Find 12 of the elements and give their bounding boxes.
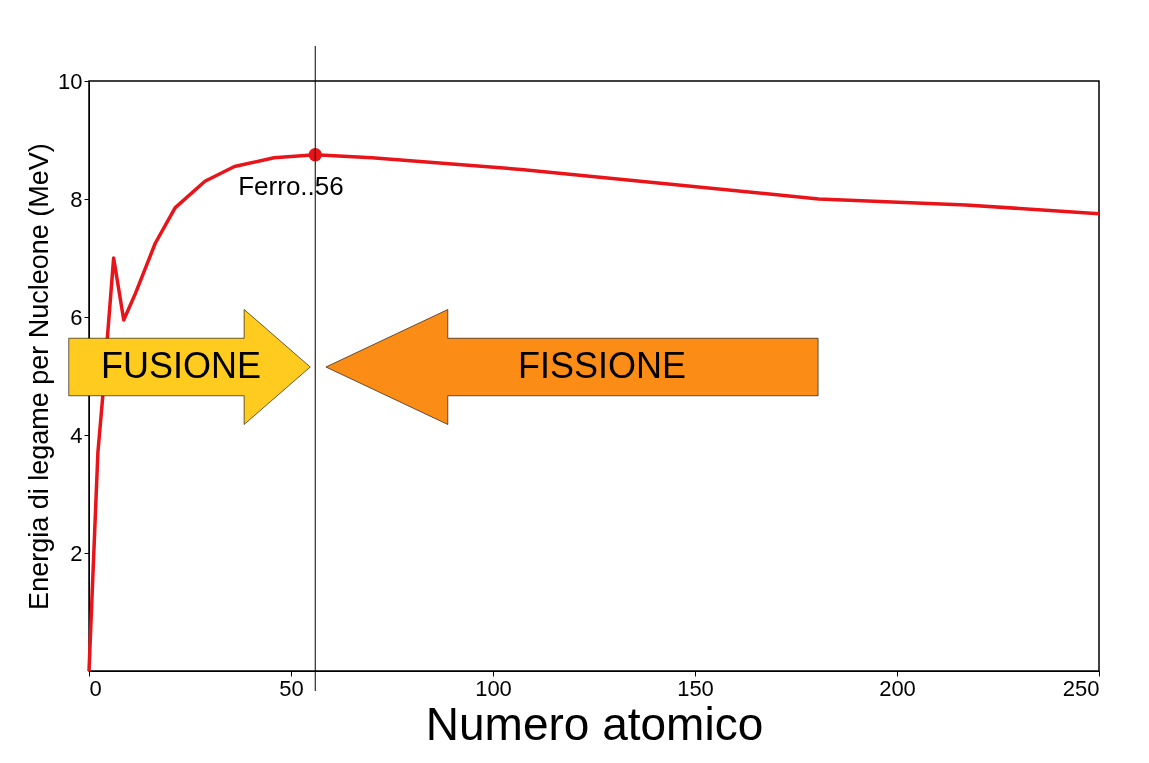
y-tick-label: 4	[70, 422, 83, 448]
x-tick-label: 200	[879, 675, 916, 701]
y-tick-label: 6	[70, 304, 83, 330]
y-tick-label: 8	[70, 186, 83, 212]
y-tick-label: 2	[70, 540, 83, 566]
annotation: FUSIONE	[100, 345, 262, 386]
x-tick-label: 0	[89, 675, 102, 701]
x-tick-label: 250	[1062, 675, 1100, 701]
annotation: FISSIONE	[517, 345, 687, 386]
y-axis-title: Energia di legame per Nucleone (MeV)	[24, 143, 55, 610]
y-tick-label: 10	[58, 68, 83, 94]
x-tick-label: 50	[279, 675, 304, 701]
